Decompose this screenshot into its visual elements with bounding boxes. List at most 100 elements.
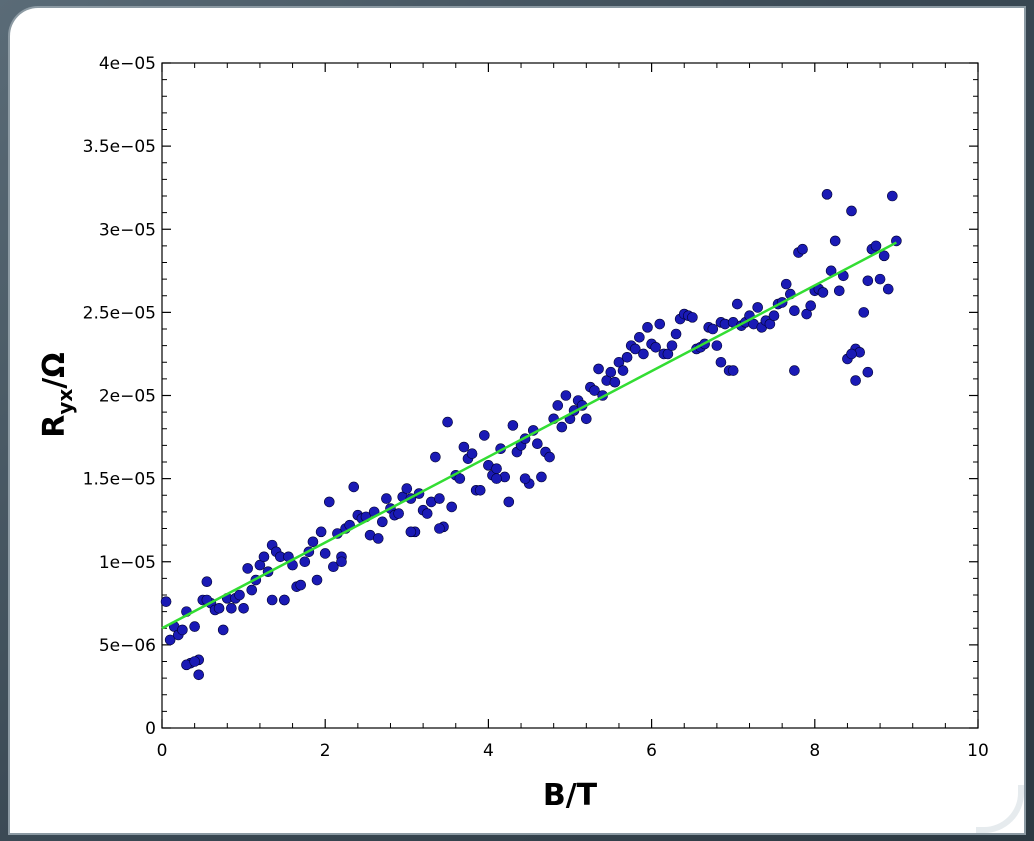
y-axis-title-tail: /Ω — [37, 352, 72, 388]
data-point — [226, 602, 237, 614]
y-axis: 0 5e−06 1e−05 1.5e−05 2e−05 2.5e−05 3e−05 3.5e−… — [83, 54, 978, 739]
data-point — [503, 496, 515, 508]
data-point — [634, 332, 645, 343]
data-point — [266, 594, 278, 606]
data-point — [258, 551, 270, 563]
y-tick-label: 2.5e−05 — [83, 303, 156, 323]
data-point — [846, 348, 857, 360]
data-point — [821, 189, 833, 200]
data-point — [434, 523, 445, 534]
y-axis-title: Ryx/Ω — [37, 352, 77, 438]
y-axis-title-main: R — [37, 415, 72, 438]
data-point — [887, 190, 898, 202]
data-point — [666, 340, 678, 351]
x-tick-label: 8 — [809, 741, 820, 761]
data-point — [833, 285, 845, 297]
data-point — [638, 348, 649, 360]
data-point — [348, 481, 360, 493]
data-point — [279, 594, 290, 606]
data-point — [299, 556, 311, 568]
data-point — [846, 205, 857, 217]
data-point — [870, 240, 882, 252]
data-point — [446, 501, 457, 513]
data-point — [780, 278, 792, 290]
data-point — [217, 624, 229, 636]
fit-line — [161, 241, 897, 630]
data-points — [160, 189, 902, 681]
data-point — [817, 287, 829, 298]
data-point — [474, 484, 486, 496]
data-point — [177, 624, 188, 636]
y-tick-label: 3.5e−05 — [83, 137, 156, 157]
data-point — [593, 363, 604, 375]
data-point — [381, 493, 392, 504]
data-point — [393, 508, 404, 519]
data-point — [532, 438, 543, 450]
data-point — [536, 471, 547, 483]
data-point — [336, 556, 347, 568]
data-point — [850, 375, 861, 386]
y-tick-label: 4e−05 — [99, 54, 156, 74]
data-point — [246, 584, 258, 596]
data-point — [544, 451, 555, 463]
data-point — [727, 365, 739, 376]
data-point — [609, 376, 621, 388]
data-point — [874, 273, 886, 285]
data-point — [454, 473, 466, 484]
data-point — [201, 576, 213, 588]
data-point — [552, 400, 564, 411]
data-point — [421, 508, 433, 519]
data-point — [862, 275, 874, 287]
data-point — [654, 318, 666, 330]
fit-line-group — [161, 241, 897, 630]
data-point — [829, 235, 841, 247]
data-point — [789, 305, 800, 317]
y-tick-label: 2e−05 — [99, 387, 156, 407]
data-point — [560, 390, 572, 401]
data-point — [650, 341, 661, 353]
data-point — [878, 250, 890, 262]
data-point — [670, 328, 682, 340]
data-point — [193, 669, 205, 681]
data-point — [711, 340, 723, 351]
x-tick-label: 6 — [646, 741, 657, 761]
data-point — [507, 420, 519, 431]
data-point — [687, 312, 698, 323]
data-point — [862, 366, 874, 378]
data-point — [589, 385, 600, 396]
data-point — [189, 621, 200, 632]
data-point — [491, 463, 502, 474]
data-point — [458, 441, 470, 453]
y-tick-label: 5e−06 — [99, 636, 156, 656]
data-point — [617, 365, 629, 376]
data-point — [295, 579, 307, 591]
data-point — [307, 536, 319, 548]
data-point — [556, 421, 568, 433]
y-tick-label: 1.5e−05 — [83, 470, 156, 490]
data-point — [328, 561, 339, 573]
y-tick-label: 3e−05 — [99, 220, 156, 240]
data-point — [519, 473, 531, 484]
data-point — [311, 574, 323, 586]
data-point — [752, 302, 763, 313]
data-point — [430, 451, 441, 463]
data-point — [629, 343, 641, 355]
data-point — [405, 526, 417, 538]
data-point — [715, 356, 727, 368]
y-tick-label: 1e−05 — [99, 553, 156, 573]
data-point — [242, 563, 253, 574]
x-tick-label: 10 — [967, 741, 989, 761]
data-point — [319, 548, 331, 559]
data-point — [315, 526, 327, 538]
data-point — [164, 634, 176, 646]
data-point — [323, 496, 335, 508]
x-axis-title: B/T — [543, 778, 598, 813]
x-tick-label: 0 — [157, 741, 168, 761]
data-point — [372, 533, 384, 544]
data-point — [789, 365, 800, 376]
data-point — [768, 310, 780, 322]
data-point — [805, 300, 817, 312]
y-axis-title-sub: yx — [53, 389, 77, 415]
data-point — [377, 516, 388, 528]
data-point — [882, 283, 894, 295]
